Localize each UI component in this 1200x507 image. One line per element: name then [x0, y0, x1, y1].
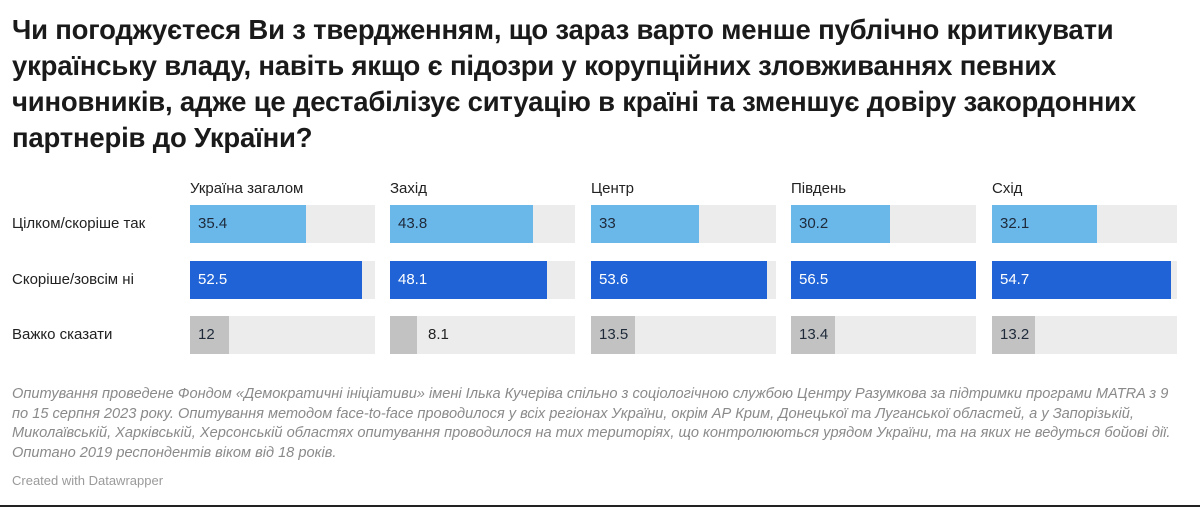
bar-value-label: 8.1	[428, 326, 449, 343]
bar-track: 54.7	[992, 261, 1177, 299]
bar-value-label: 13.4	[799, 326, 829, 343]
bar-track: 52.5	[190, 261, 375, 299]
column-header: Україна загалом	[190, 180, 304, 197]
bar-track: 13.5	[591, 316, 776, 354]
bar	[791, 261, 976, 299]
bar	[190, 261, 362, 299]
bar	[591, 205, 699, 243]
row-label: Цілком/скоріше так	[12, 215, 146, 232]
bar	[992, 205, 1097, 243]
bar	[591, 316, 635, 354]
bar	[390, 316, 417, 354]
bar-track: 35.4	[190, 205, 375, 243]
chart-title: Чи погоджуєтеся Ви з твердженням, що зар…	[12, 14, 1136, 153]
bar-value-label: 12	[198, 326, 215, 343]
bar-value-label: 56.5	[799, 271, 829, 288]
bar-value-label: 35.4	[198, 215, 228, 232]
bar-value-label: 30.2	[799, 215, 829, 232]
datawrapper-credit: Created with Datawrapper	[12, 473, 164, 488]
bar-track: 30.2	[791, 205, 976, 243]
bar-track: 43.8	[390, 205, 575, 243]
bar-value-label: 32.1	[1000, 215, 1030, 232]
bar	[992, 316, 1035, 354]
bar-track: 32.1	[992, 205, 1177, 243]
column-header: Захід	[390, 180, 427, 197]
bar-track: 12	[190, 316, 375, 354]
bar-value-label: 52.5	[198, 271, 228, 288]
bar-track: 13.4	[791, 316, 976, 354]
row-label: Скоріше/зовсім ні	[12, 271, 134, 288]
bar	[591, 261, 767, 299]
source-note: Опитування проведене Фондом «Демократичн…	[12, 386, 1171, 461]
bar-value-label: 53.6	[599, 271, 629, 288]
bar-track: 48.1	[390, 261, 575, 299]
bar	[791, 205, 890, 243]
bar	[190, 205, 306, 243]
bar-value-label: 33	[599, 215, 616, 232]
row-label: Важко сказати	[12, 326, 113, 343]
bar-value-label: 13.5	[599, 326, 629, 343]
bar	[390, 205, 533, 243]
bar	[992, 261, 1171, 299]
bar	[390, 261, 547, 299]
bar	[190, 316, 229, 354]
bar-value-label: 13.2	[1000, 326, 1030, 343]
bar-value-label: 54.7	[1000, 271, 1030, 288]
bar-track: 33	[591, 205, 776, 243]
column-header: Південь	[791, 180, 847, 197]
bar-track: 8.1	[390, 316, 575, 354]
column-header: Центр	[591, 180, 634, 197]
bar-value-label: 48.1	[398, 271, 428, 288]
column-header: Схід	[992, 180, 1023, 197]
bar-value-label: 43.8	[398, 215, 428, 232]
bar-track: 53.6	[591, 261, 776, 299]
bar	[791, 316, 835, 354]
bar-track: 56.5	[791, 261, 976, 299]
bar-track: 13.2	[992, 316, 1177, 354]
